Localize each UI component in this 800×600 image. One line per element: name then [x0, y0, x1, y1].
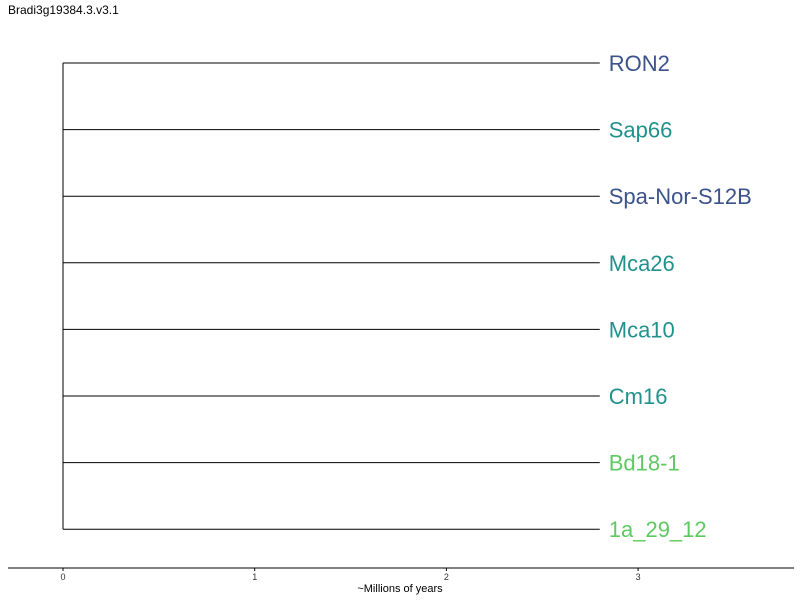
x-axis: 0 1 2 3 [8, 567, 794, 582]
tip-label: Bd18-1 [609, 451, 680, 476]
tip-label: RON2 [609, 51, 670, 76]
branches-group [62, 62, 600, 530]
tip-label: Mca10 [609, 317, 675, 342]
x-tick-label: 0 [60, 572, 65, 582]
tip-label: Spa-Nor-S12B [609, 184, 752, 209]
tip-label: Cm16 [609, 384, 668, 409]
page-title: Bradi3g19384.3.v3.1 [8, 3, 119, 17]
x-tick-label: 1 [252, 572, 257, 582]
x-tick-label: 2 [444, 572, 449, 582]
tip-label: 1a_29_12 [609, 517, 707, 542]
tip-label: Sap66 [609, 118, 673, 143]
tip-labels-group: RON2 Sap66 Spa-Nor-S12B Mca26 Mca10 Cm16 Bd18-… [609, 51, 752, 542]
tip-label: Mca26 [609, 251, 675, 276]
x-tick-label: 3 [636, 572, 641, 582]
x-axis-title: ~Millions of years [357, 583, 443, 595]
